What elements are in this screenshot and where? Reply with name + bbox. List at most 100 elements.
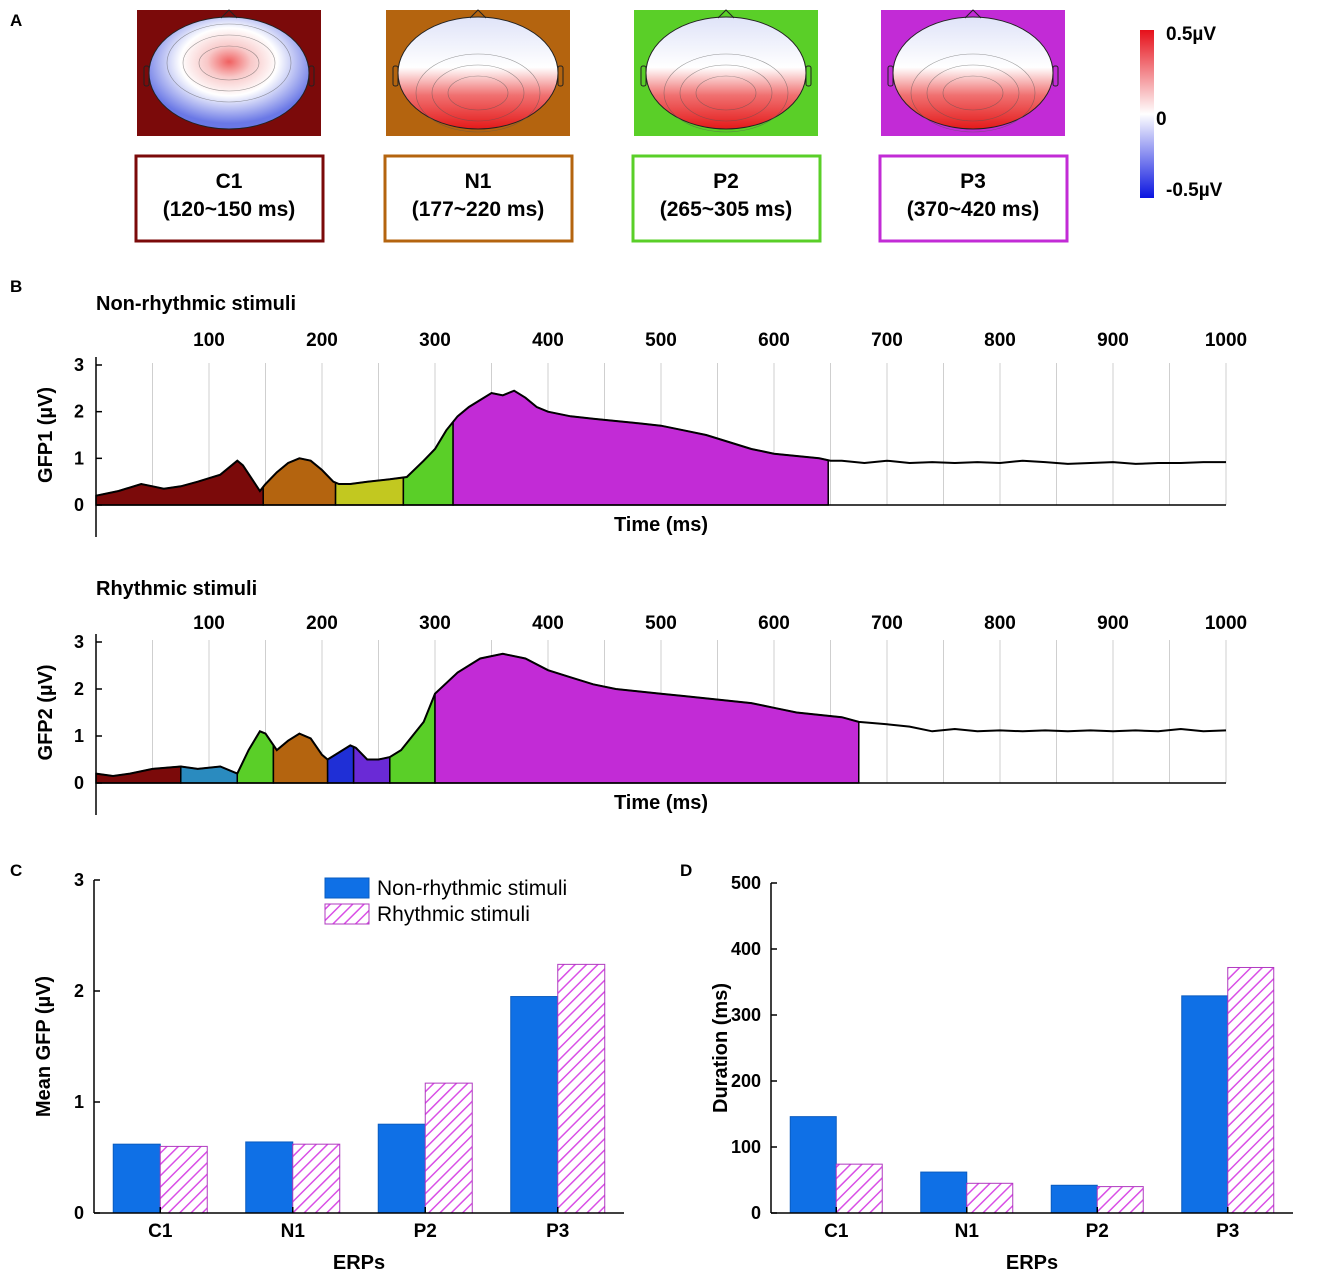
topomap-time-range: (177~220 ms) [412,198,545,221]
x-tick-label: 100 [193,330,225,351]
y-axis-label: GFP2 (µV) [35,665,57,761]
topomap-head-n1 [397,16,559,130]
x-tick-label: P2 [414,1221,437,1242]
x-tick-label: 300 [419,613,451,634]
x-tick-label: P3 [1216,1221,1239,1242]
legend-swatch-non-rhythmic [324,877,370,899]
x-tick-label: 200 [306,613,338,634]
x-tick-label: 900 [1097,330,1129,351]
topomap-ear-left [640,65,647,87]
gfp-chart-title: Rhythmic stimuli [96,578,257,600]
y-tick-label: 0 [74,1203,84,1223]
colorbar-max-label: 0.5µV [1166,24,1216,45]
y-tick-label: 400 [731,939,761,959]
bar-p2-non-rhythmic [1050,1184,1098,1214]
topomap-label-box-p3 [878,154,1069,243]
gfp-segment-3 [272,732,329,784]
x-axis-label: Time (ms) [614,792,708,814]
topomap-contour [415,53,541,133]
topomap-contour [695,75,757,111]
topomap-component-name: P2 [713,170,739,193]
x-tick-label: 800 [984,613,1016,634]
gfp-chart-rhythmic: Rhythmic stimuli 0 1 2 3 100 200 300 400 500 600 70… [35,578,1247,815]
x-tick-label: 700 [871,613,903,634]
x-tick-label: P3 [546,1221,569,1242]
legend-label-non-rhythmic: Non-rhythmic stimuli [377,877,567,900]
x-tick-label: 200 [306,330,338,351]
y-tick-label: 1 [74,726,84,746]
bar-p2-rhythmic [424,1082,473,1214]
x-tick-label: C1 [824,1221,849,1242]
topomap-ear-right [1052,65,1059,87]
topomap-nose [964,9,982,19]
y-tick-label: 2 [74,402,84,422]
y-axis-label: Duration (ms) [710,983,732,1113]
gfp-curve [95,389,1226,497]
topomap-contour [663,53,789,133]
bar-chart-duration: C1 N1 P2 P3 0 100 200 300 400 500 ERPs Duration (ms… [710,873,1293,1274]
topomap-contour [182,34,276,92]
legend-label-rhythmic: Rhythmic stimuli [377,903,530,926]
topomap-time-range: (265~305 ms) [660,198,793,221]
x-axis-label: Time (ms) [614,514,708,536]
topomap-contour [431,64,525,122]
x-tick-label: N1 [281,1221,306,1242]
bar-c1-non-rhythmic [789,1116,837,1214]
gfp-curve [95,652,1227,778]
topomap-ear-left [392,65,399,87]
topomap-nose [717,9,735,19]
y-axis-label: Mean GFP (µV) [33,976,55,1117]
gfp-segment-0 [95,459,264,506]
topomap-component-name: C1 [216,170,243,193]
y-tick-label: 1 [74,1092,84,1112]
y-tick-label: 2 [74,981,84,1001]
y-tick-label: 100 [731,1137,761,1157]
topomap-contour [942,75,1004,111]
topomap-ear-right [805,65,812,87]
x-tick-label: 600 [758,330,790,351]
bar-chart-mean-gfp: C1 N1 P2 P3 0 1 2 3 ERPs Mean GFP (µV) Non-rhythmi… [33,870,624,1274]
x-tick-label: 500 [645,613,677,634]
topomap-time-range: (370~420 ms) [907,198,1040,221]
bar-n1-rhythmic [966,1182,1014,1214]
y-tick-label: 3 [74,632,84,652]
y-tick-label: 0 [74,495,84,515]
x-tick-label: N1 [955,1221,980,1242]
bar-p2-non-rhythmic [377,1123,426,1214]
colorbar-gradient [1140,30,1154,198]
topomap-contour [910,53,1036,133]
bar-c1-non-rhythmic [112,1143,161,1214]
topomap-head-p3 [892,16,1054,130]
x-tick-label: 1000 [1205,330,1247,351]
gfp-chart-title: Non-rhythmic stimuli [96,293,296,315]
topomap-ear-right [557,65,564,87]
topomap-time-range: (120~150 ms) [163,198,296,221]
topomap-contour [679,64,773,122]
panel-label-b: B [10,277,22,296]
gfp-segment-6 [389,693,436,784]
x-tick-label: 100 [193,613,225,634]
bar-p3-rhythmic [557,963,606,1214]
y-tick-label: 200 [731,1071,761,1091]
x-tick-label: C1 [148,1221,173,1242]
y-axis-label: GFP1 (µV) [35,387,57,483]
panel-label-d: D [680,861,692,880]
y-tick-label: 2 [74,679,84,699]
topomap-head-c1 [148,16,310,130]
y-tick-label: 3 [74,870,84,890]
bar-c1-rhythmic [835,1163,883,1214]
topomap-nose [469,9,487,19]
x-tick-label: P2 [1086,1221,1109,1242]
gfp-segment-4 [452,389,829,506]
topomap-ear-left [887,65,894,87]
panel-label-a: A [10,11,22,30]
gfp-segment-3 [402,419,454,506]
bar-p3-rhythmic [1227,966,1275,1214]
topomap-nose [220,9,238,19]
gfp-chart-non-rhythmic: Non-rhythmic stimuli 0 1 2 3 100 200 300 400 500 6… [35,293,1247,537]
bar-p2-rhythmic [1096,1186,1144,1214]
bar-n1-non-rhythmic [920,1171,968,1214]
topomap-contour [198,45,260,81]
x-axis-label: ERPs [1006,1252,1058,1274]
